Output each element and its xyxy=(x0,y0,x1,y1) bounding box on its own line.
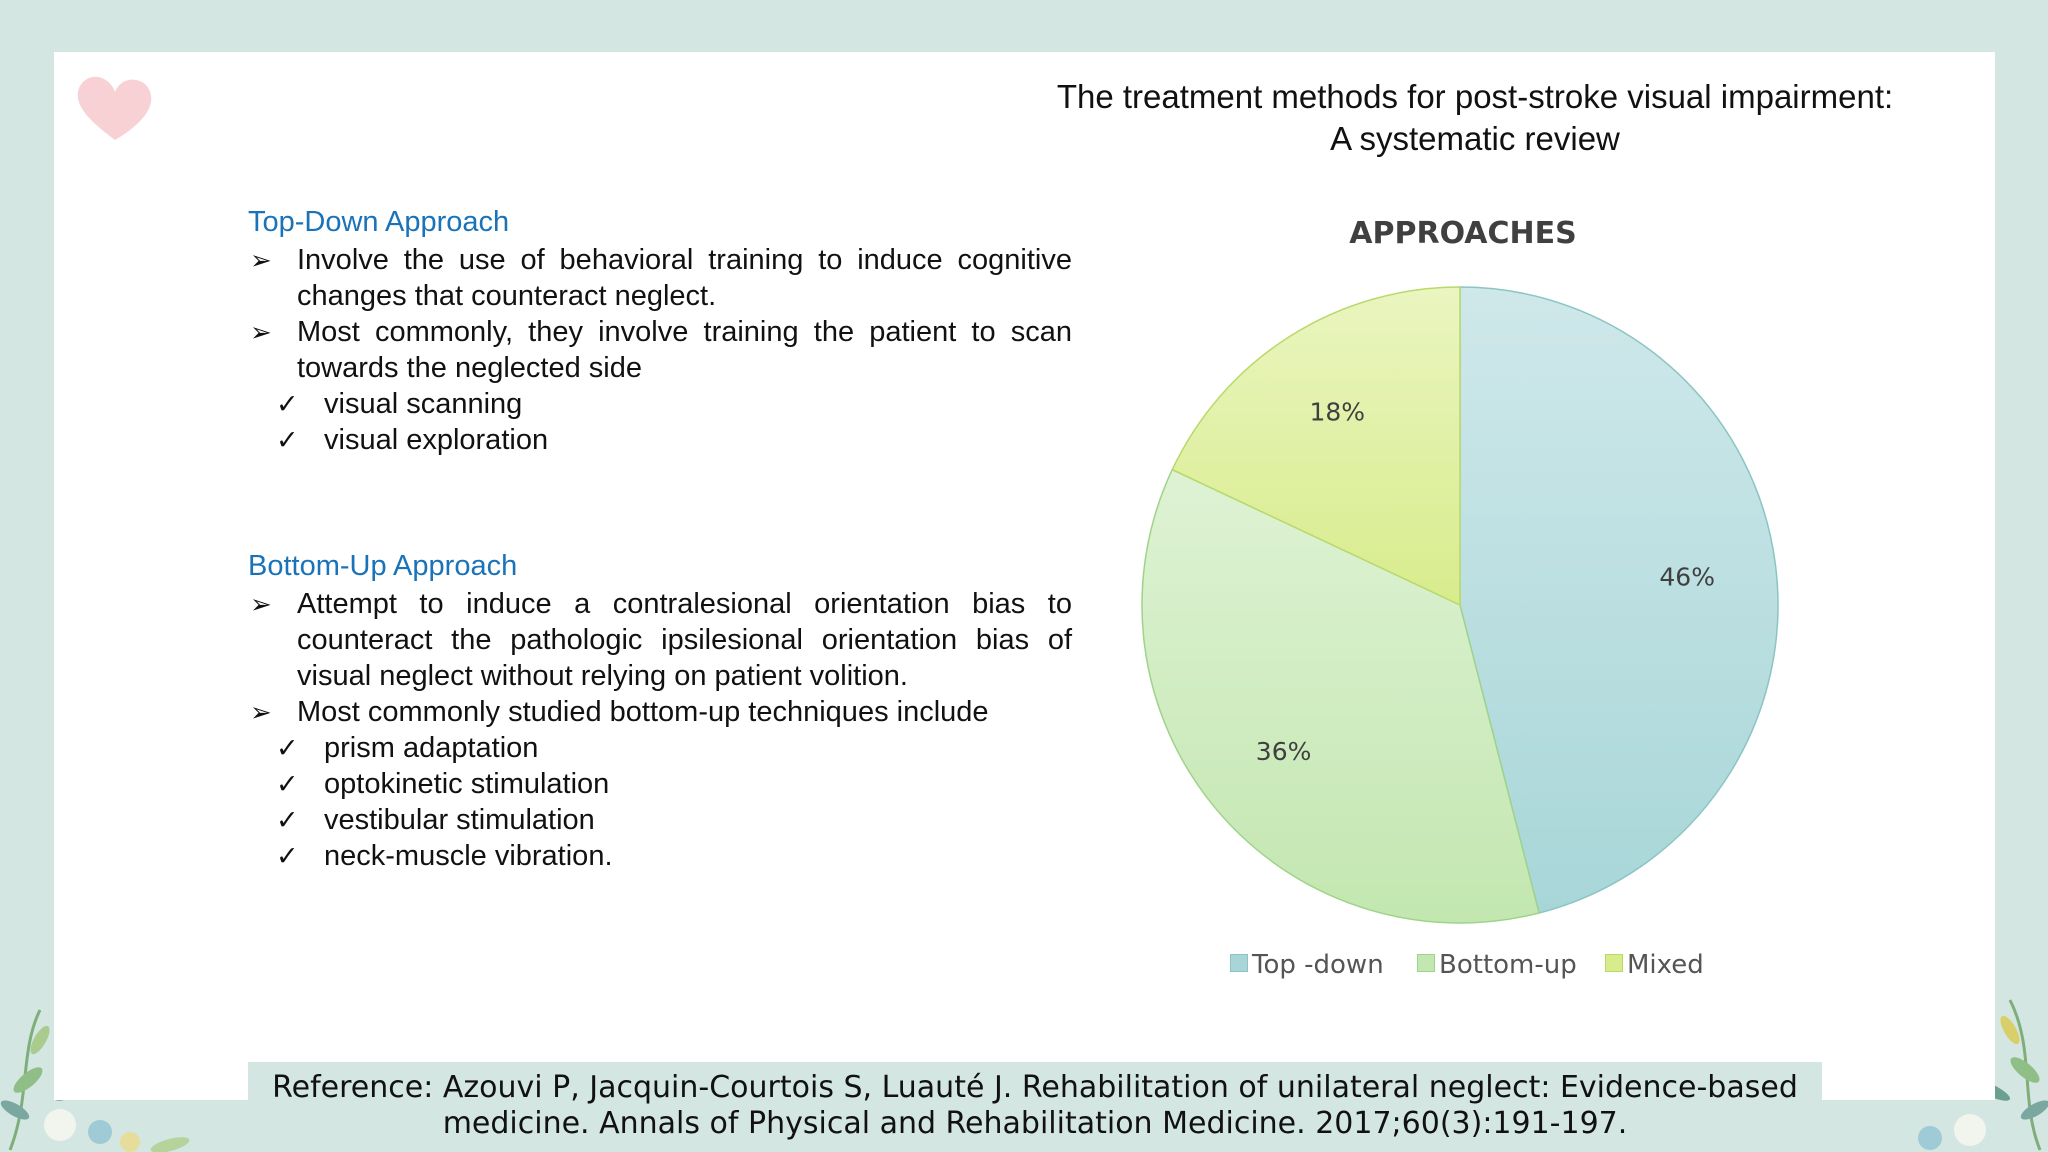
legend-swatch xyxy=(1417,954,1435,972)
arrow-bullet-icon: ➢ xyxy=(250,245,272,275)
legend-label: Top -down xyxy=(1252,950,1384,980)
top-down-bullet-1: ➢ Involve the use of behavioral training… xyxy=(248,242,1072,314)
top-down-bullets: ➢ Involve the use of behavioral training… xyxy=(248,242,1072,458)
bottom-up-bullet-1: ➢ Attempt to induce a contralesional ori… xyxy=(248,586,1072,694)
pie-slice-bottom-up xyxy=(1141,468,1540,924)
legend-swatch xyxy=(1605,954,1623,972)
heart-icon xyxy=(77,76,152,140)
bottom-up-bullets: ➢ Attempt to induce a contralesional ori… xyxy=(248,586,1072,874)
reference-line-1: Reference: Azouvi P, Jacquin-Courtois S,… xyxy=(272,1070,1798,1105)
reference-bar: Reference: Azouvi P, Jacquin-Courtois S,… xyxy=(248,1062,1822,1152)
pie-slice-top-down xyxy=(1459,286,1779,914)
check-item-label: optokinetic stimulation xyxy=(324,768,610,800)
check-item-label: visual exploration xyxy=(324,424,549,456)
checkmark-icon: ✓ xyxy=(276,841,299,871)
chart-title: APPROACHES xyxy=(1349,216,1577,251)
bottom-up-checklist: ✓ prism adaptation ✓ optokinetic stimulati… xyxy=(248,730,1072,874)
check-item: ✓ visual exploration xyxy=(248,422,1072,458)
check-item: ✓ vestibular stimulation xyxy=(248,802,1072,838)
legend-label: Mixed xyxy=(1627,950,1704,980)
bullet-text: Most commonly studied bottom-up techniqu… xyxy=(297,696,989,728)
reference-text: Reference: Azouvi P, Jacquin-Courtois S,… xyxy=(248,1070,1822,1142)
pie-data-label: 46% xyxy=(1659,562,1715,591)
checkmark-icon: ✓ xyxy=(276,389,299,419)
check-item-label: vestibular stimulation xyxy=(324,804,595,836)
checkmark-icon: ✓ xyxy=(276,733,299,763)
check-item: ✓ optokinetic stimulation xyxy=(248,766,1072,802)
arrow-bullet-icon: ➢ xyxy=(250,317,272,347)
bullet-text: Involve the use of behavioral training t… xyxy=(297,244,1072,312)
check-item-label: neck-muscle vibration. xyxy=(324,840,613,872)
legend-label: Bottom-up xyxy=(1439,950,1577,980)
arrow-bullet-icon: ➢ xyxy=(250,697,272,727)
check-item: ✓ visual scanning xyxy=(248,386,1072,422)
title-line-2: A systematic review xyxy=(1330,120,1620,157)
bullet-text: Attempt to induce a contralesional orien… xyxy=(297,588,1072,692)
arrow-bullet-icon: ➢ xyxy=(250,589,272,619)
pie-data-label: 18% xyxy=(1310,398,1366,427)
legend-swatch xyxy=(1230,954,1248,972)
checkmark-icon: ✓ xyxy=(276,769,299,799)
legend-item: Bottom-up xyxy=(1417,950,1577,980)
legend-item: Mixed xyxy=(1605,950,1704,980)
legend-item: Top -down xyxy=(1230,950,1384,980)
title-line-1: The treatment methods for post-stroke vi… xyxy=(1056,78,1894,115)
slide-title: The treatment methods for post-stroke vi… xyxy=(1000,76,1950,160)
top-down-checklist: ✓ visual scanning ✓ visual exploration xyxy=(248,386,1072,458)
check-item-label: prism adaptation xyxy=(324,732,539,764)
check-item-label: visual scanning xyxy=(324,388,523,420)
check-item: ✓ prism adaptation xyxy=(248,730,1072,766)
pie-data-label: 36% xyxy=(1256,737,1312,766)
chart-legend: Top -down Bottom-up Mixed xyxy=(1220,950,1720,986)
checkmark-icon: ✓ xyxy=(276,425,299,455)
bottom-up-bullet-2: ➢ Most commonly studied bottom-up techni… xyxy=(248,694,1072,874)
top-down-heading: Top-Down Approach xyxy=(248,206,510,238)
bottom-up-heading: Bottom-Up Approach xyxy=(248,550,518,582)
pie-slice-mixed xyxy=(1171,286,1461,607)
bullet-text: Most commonly, they involve training the… xyxy=(297,316,1072,384)
floral-decoration-right xyxy=(1918,999,2048,1151)
pie-chart: 46% 36% 18% xyxy=(1141,286,1779,924)
top-down-bullet-2: ➢ Most commonly, they involve training t… xyxy=(248,314,1072,458)
check-item: ✓ neck-muscle vibration. xyxy=(248,838,1072,874)
reference-line-2: medicine. Annals of Physical and Rehabil… xyxy=(442,1106,1628,1141)
checkmark-icon: ✓ xyxy=(276,805,299,835)
